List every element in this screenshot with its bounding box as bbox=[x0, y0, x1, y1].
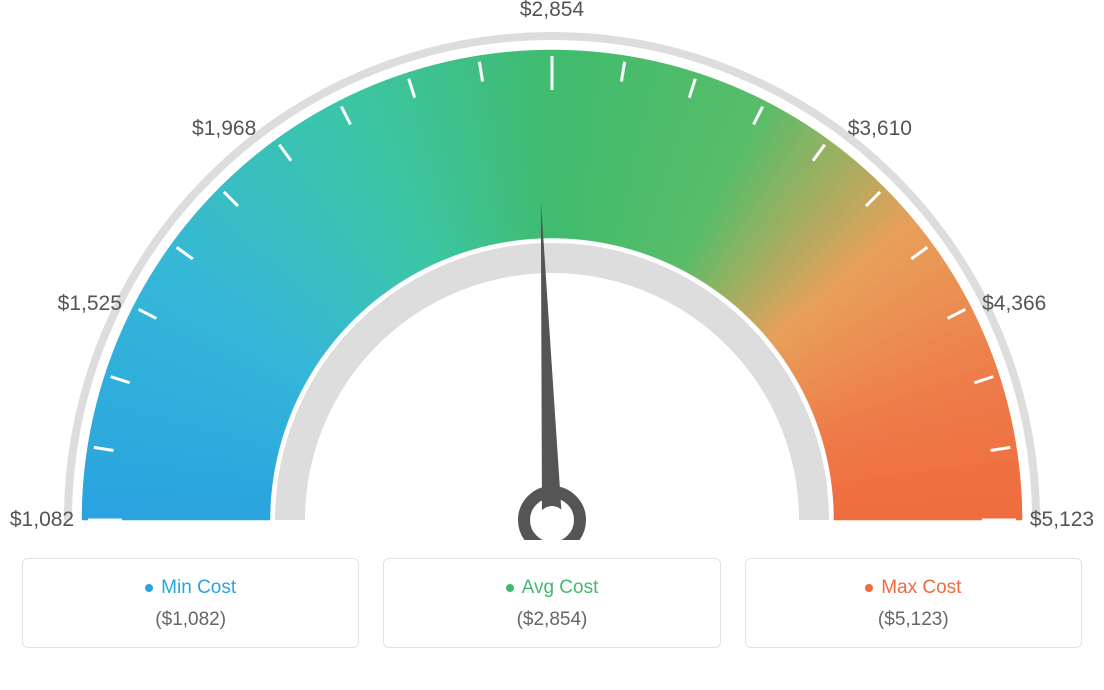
tick-label: $4,366 bbox=[982, 292, 1046, 316]
legend-value-min: ($1,082) bbox=[43, 609, 338, 631]
gauge-svg bbox=[22, 20, 1082, 540]
legend-card-avg: Avg Cost ($2,854) bbox=[383, 558, 720, 648]
legend-title-max: Max Cost bbox=[865, 577, 961, 599]
legend-value-max: ($5,123) bbox=[766, 609, 1061, 631]
tick-label: $1,082 bbox=[10, 508, 74, 532]
tick-label: $3,610 bbox=[848, 117, 912, 141]
tick-label: $1,968 bbox=[192, 117, 256, 141]
legend-card-min: Min Cost ($1,082) bbox=[22, 558, 359, 648]
tick-label: $1,525 bbox=[58, 292, 122, 316]
needle-base-hole bbox=[538, 506, 566, 534]
tick-label: $5,123 bbox=[1030, 508, 1094, 532]
legend-dot-min bbox=[145, 584, 153, 592]
legend-card-max: Max Cost ($5,123) bbox=[745, 558, 1082, 648]
legend-dot-max bbox=[865, 584, 873, 592]
legend-label-max: Max Cost bbox=[881, 577, 961, 599]
cost-gauge: $1,082$1,525$1,968$2,854$3,610$4,366$5,1… bbox=[22, 20, 1082, 540]
legend-label-avg: Avg Cost bbox=[522, 577, 599, 599]
legend-label-min: Min Cost bbox=[161, 577, 236, 599]
legend-row: Min Cost ($1,082) Avg Cost ($2,854) Max … bbox=[22, 558, 1082, 648]
legend-title-min: Min Cost bbox=[145, 577, 236, 599]
legend-value-avg: ($2,854) bbox=[404, 609, 699, 631]
legend-dot-avg bbox=[506, 584, 514, 592]
legend-title-avg: Avg Cost bbox=[506, 577, 599, 599]
tick-label: $2,854 bbox=[520, 0, 584, 22]
